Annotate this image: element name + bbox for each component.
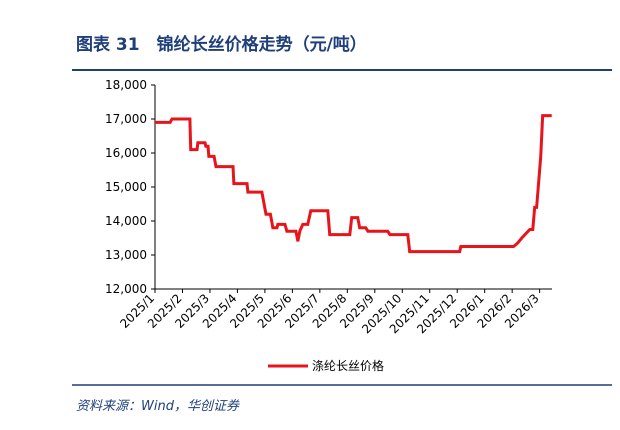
- source-note: 资料来源：Wind，华创证券: [76, 399, 240, 414]
- y-tick-label: 18,000: [105, 78, 147, 92]
- y-tick-label: 14,000: [105, 214, 147, 228]
- y-tick-label: 15,000: [105, 180, 147, 194]
- y-tick-label: 13,000: [105, 248, 147, 262]
- chart-title: 图表 31 锦纶长丝价格走势（元/吨）: [76, 34, 367, 55]
- legend-label: 涤纶长丝价格: [312, 358, 384, 373]
- y-tick-label: 17,000: [105, 112, 147, 126]
- y-tick-label: 16,000: [105, 146, 147, 160]
- y-tick-label: 12,000: [105, 282, 147, 296]
- series-line: [155, 114, 552, 254]
